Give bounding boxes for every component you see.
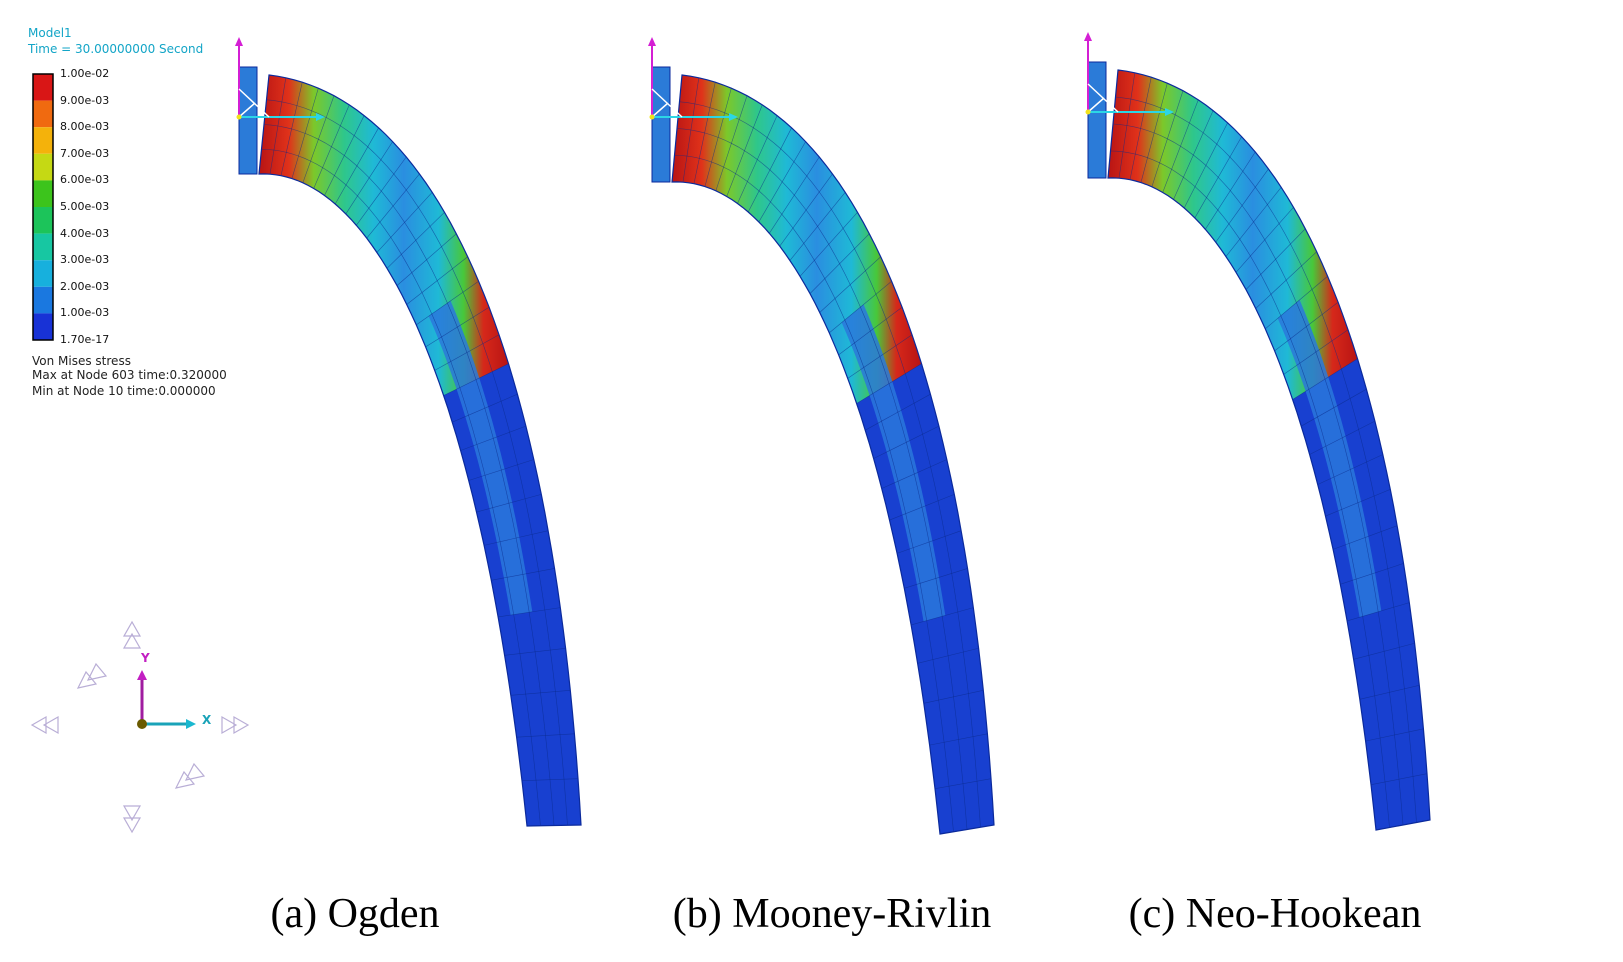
legend-swatch [33, 74, 53, 101]
panel-caption-neo-hookean: (c) Neo-Hookean [1128, 891, 1422, 937]
legend-swatch [33, 127, 53, 154]
rotate-right-icon[interactable] [221, 715, 250, 735]
triad-x-label: X [202, 713, 212, 727]
rotate-down-icon[interactable] [122, 805, 142, 834]
beam-model-2 [648, 37, 995, 835]
legend-level-label: 5.00e-03 [60, 200, 110, 213]
legend-level-label: 2.00e-03 [60, 279, 110, 293]
legend-swatch [33, 233, 53, 261]
panel-caption-mooney-rivlin: (b) Mooney-Rivlin [672, 891, 992, 937]
beam-base [1087, 61, 1107, 179]
mesh-line [1110, 150, 1390, 828]
legend-swatch [33, 180, 53, 207]
view-orientation-triad[interactable] [20, 610, 280, 850]
beam-base [651, 66, 671, 183]
high-stress-zone [259, 75, 509, 396]
triad-y-label: Y [141, 651, 150, 665]
legend-level-label: 4.00e-03 [60, 226, 110, 240]
legend-level-label: 6.00e-03 [60, 173, 110, 187]
legend-swatch [33, 313, 53, 340]
model-name: Model1 [28, 26, 72, 40]
beam-base [238, 66, 258, 175]
legend-level-label: 8.00e-03 [60, 120, 110, 134]
panel-caption-ogden: (a) Ogden [270, 891, 440, 937]
mesh-line [674, 155, 954, 832]
beam-outline [1107, 69, 1431, 831]
high-stress-zone [672, 75, 922, 404]
legend-swatch [33, 153, 53, 181]
legend-swatch [33, 207, 53, 234]
legend-swatch [33, 260, 53, 287]
beam-model-3 [1084, 32, 1431, 831]
beam-model-1 [235, 37, 582, 827]
legend-quantity: Von Mises stress [32, 354, 131, 368]
legend-level-label: 3.00e-03 [60, 253, 110, 267]
legend-level-label: 9.00e-03 [60, 93, 110, 107]
legend-level-label: 7.00e-03 [60, 146, 110, 160]
legend-swatch [33, 100, 53, 128]
mesh-line [1112, 123, 1404, 826]
beam-outline [258, 74, 582, 827]
mesh-line [261, 149, 541, 826]
legend-max-note: Max at Node 603 time:0.320000 [32, 368, 227, 382]
beam-outline [671, 74, 995, 835]
legend-swatch [33, 286, 53, 314]
rotate-left-icon[interactable] [30, 715, 59, 735]
mesh-line [266, 99, 568, 826]
legend-level-label: 1.00e-02 [60, 67, 110, 80]
rotate-upleft-icon[interactable] [76, 662, 108, 689]
legend-level-label: 1.00e-03 [60, 306, 110, 320]
time-readout: Time = 30.00000000 Second [28, 42, 204, 56]
rotate-up-icon[interactable] [122, 620, 142, 649]
high-stress-zone [1108, 70, 1358, 400]
legend-level-label: 1.70e-17 [60, 333, 110, 346]
mesh-line [676, 128, 968, 830]
legend-min-note: Min at Node 10 time:0.000000 [32, 384, 216, 398]
rotate-downright-icon[interactable] [174, 762, 206, 789]
mesh-line [263, 124, 555, 826]
mesh-line [1115, 96, 1417, 823]
mesh-line [679, 101, 981, 828]
